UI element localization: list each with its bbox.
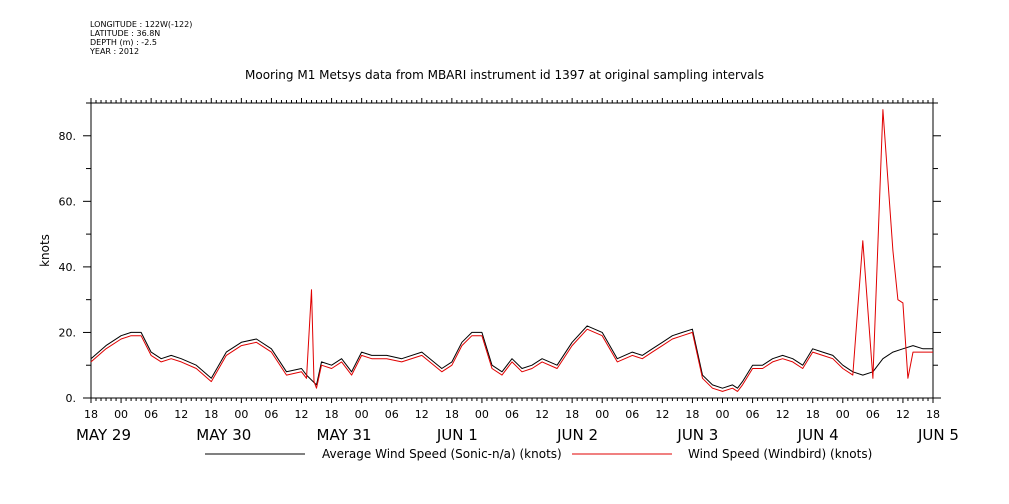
x-tick-label: 00 xyxy=(836,408,850,421)
x-tick-label: 12 xyxy=(295,408,309,421)
date-label: JUN 3 xyxy=(676,426,718,444)
depth-text: DEPTH (m) : -2.5 xyxy=(90,38,157,47)
x-tick-label: 06 xyxy=(505,408,519,421)
date-label: JUN 1 xyxy=(436,426,478,444)
y-tick-label: 60. xyxy=(59,195,77,208)
y-tick-label: 20. xyxy=(59,326,77,339)
x-tick-label: 06 xyxy=(625,408,639,421)
y-tick-label: 40. xyxy=(59,261,77,274)
y-tick-label: 80. xyxy=(59,130,77,143)
x-tick-label: 06 xyxy=(264,408,278,421)
x-tick-label: 00 xyxy=(475,408,489,421)
series-line-windbird xyxy=(90,109,933,392)
x-tick-label: 12 xyxy=(174,408,188,421)
x-tick-label: 12 xyxy=(896,408,910,421)
x-tick-label: 06 xyxy=(385,408,399,421)
y-axis-label: knots xyxy=(38,234,52,267)
x-tick-label: 18 xyxy=(445,408,459,421)
x-tick-label: 00 xyxy=(234,408,248,421)
x-tick-label: 00 xyxy=(114,408,128,421)
x-tick-label: 18 xyxy=(84,408,98,421)
date-label: JUN 2 xyxy=(556,426,598,444)
latitude-text: LATITUDE : 36.8N xyxy=(90,29,161,38)
x-tick-label: 18 xyxy=(204,408,218,421)
legend-windbird-label: Wind Speed (Windbird) (knots) xyxy=(688,447,872,461)
x-tick-label: 18 xyxy=(325,408,339,421)
x-tick-label: 12 xyxy=(655,408,669,421)
x-tick-label: 00 xyxy=(716,408,730,421)
plot-frame xyxy=(90,102,934,399)
x-tick-label: 00 xyxy=(595,408,609,421)
date-label: MAY 30 xyxy=(196,426,251,444)
chart-title: Mooring M1 Metsys data from MBARI instru… xyxy=(245,68,764,82)
year-text: YEAR : 2012 xyxy=(90,47,140,56)
legend-average-label: Average Wind Speed (Sonic-n/a) (knots) xyxy=(322,447,562,461)
series-line-average-wind xyxy=(90,325,933,389)
date-label: JUN 5 xyxy=(917,426,959,444)
x-tick-label: 18 xyxy=(685,408,699,421)
x-tick-label: 18 xyxy=(926,408,940,421)
date-label: JUN 4 xyxy=(797,426,839,444)
x-tick-label: 18 xyxy=(806,408,820,421)
x-tick-label: 12 xyxy=(535,408,549,421)
x-tick-label: 06 xyxy=(144,408,158,421)
metadata-block: LONGITUDE : 122W(-122) LATITUDE : 36.8N … xyxy=(90,20,192,56)
x-tick-label: 06 xyxy=(866,408,880,421)
x-tick-label: 18 xyxy=(565,408,579,421)
date-label: MAY 31 xyxy=(317,426,372,444)
date-label: MAY 29 xyxy=(76,426,131,444)
x-tick-label: 12 xyxy=(415,408,429,421)
x-tick-label: 06 xyxy=(746,408,760,421)
longitude-text: LONGITUDE : 122W(-122) xyxy=(90,20,193,29)
x-tick-label: 12 xyxy=(776,408,790,421)
x-tick-label: 00 xyxy=(355,408,369,421)
y-tick-label: 0. xyxy=(66,392,77,405)
